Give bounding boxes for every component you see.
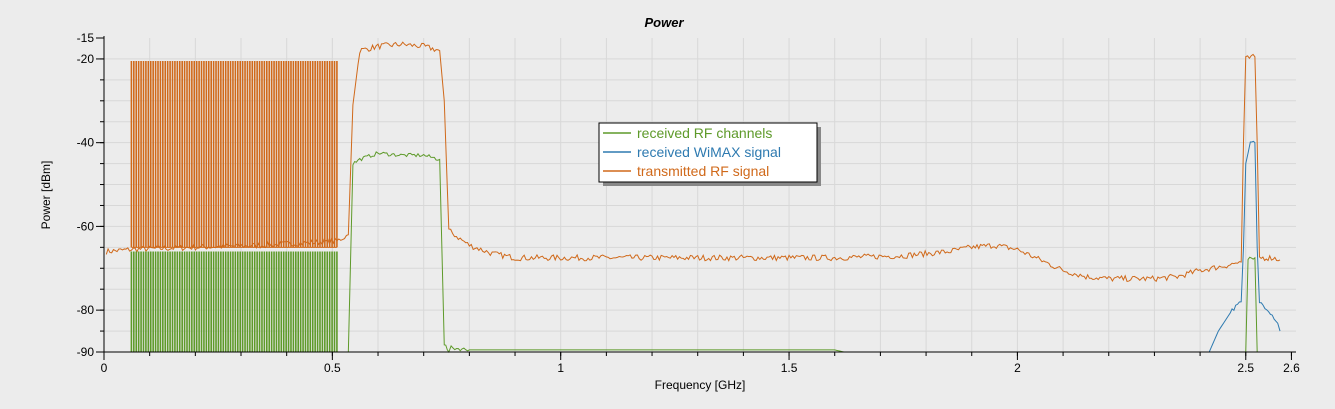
x-tick-label: 1 (557, 361, 564, 375)
y-tick-label: -60 (77, 219, 95, 233)
y-axis-label: Power [dBm] (39, 161, 53, 230)
x-tick-label: 1.5 (781, 361, 798, 375)
series-line (105, 41, 1281, 283)
channel-comb (130, 251, 338, 352)
y-ticks: -15 -20 -40 -60 -80 -90 (77, 31, 104, 359)
y-tick-label: -20 (77, 52, 95, 66)
series-line (1208, 140, 1281, 353)
series-layer (105, 41, 1281, 354)
y-tick-label: -40 (77, 136, 95, 150)
x-tick-label: 0 (101, 361, 108, 375)
x-tick-label: 2 (1014, 361, 1021, 375)
plot-background (104, 38, 1296, 352)
y-tick-label: -90 (77, 345, 95, 359)
y-tick-label: -80 (77, 303, 95, 317)
chart-title: Power (644, 15, 684, 30)
legend: received RF channels received WiMAX sign… (598, 122, 821, 186)
channel-comb (130, 61, 338, 248)
x-ticks: 0 0.5 1 1.5 2 2.5 2.6 (101, 352, 1300, 375)
series-received-wimax-signal (1208, 140, 1281, 353)
y-tick-label: -15 (77, 31, 95, 45)
axes (103, 36, 1296, 353)
x-tick-label: 0.5 (324, 361, 341, 375)
x-axis-label: Frequency [GHz] (655, 378, 746, 392)
legend-label-received-rf: received RF channels (637, 125, 772, 141)
legend-label-transmitted-rf: transmitted RF signal (637, 163, 769, 179)
legend-box (598, 122, 818, 183)
x-tick-label: 2.6 (1283, 361, 1300, 375)
x-tick-label: 2.5 (1237, 361, 1254, 375)
legend-label-received-wimax: received WiMAX signal (637, 144, 781, 160)
series-transmitted-rf-signal (105, 41, 1281, 283)
